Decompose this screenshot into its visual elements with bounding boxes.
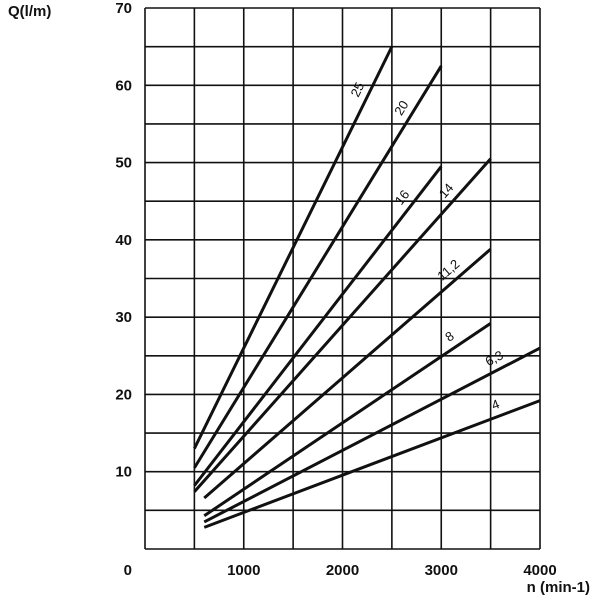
series-line (203, 399, 541, 529)
y-axis-label: Q(l/m) (8, 3, 51, 20)
series-line (203, 247, 492, 500)
x-tick-label: 2000 (326, 562, 359, 579)
series-label: 6,3 (483, 347, 506, 369)
y-tick-label: 70 (115, 0, 132, 17)
series-line (203, 322, 492, 518)
y-tick-label: 30 (115, 309, 132, 326)
series-label: 25 (347, 80, 367, 100)
x-tick-label: 4000 (523, 562, 556, 579)
series-label: 20 (391, 98, 411, 118)
series-label: 16 (392, 187, 413, 208)
series-line (203, 346, 541, 524)
series-line (193, 65, 443, 469)
x-tick-label: 3000 (425, 562, 458, 579)
series-label: 11,2 (434, 256, 462, 283)
y-tick-label: 20 (115, 386, 132, 403)
y-tick-label: 0 (124, 562, 132, 579)
y-tick-label: 60 (115, 77, 132, 94)
series-line (193, 45, 394, 450)
x-axis-label: n (min-1) (527, 579, 590, 596)
y-tick-label: 40 (115, 232, 132, 249)
x-tick-label: 1000 (227, 562, 260, 579)
y-tick-label: 10 (115, 464, 132, 481)
series-line (193, 157, 492, 493)
series-label: 14 (436, 180, 457, 201)
series-label: 8 (442, 328, 456, 344)
series-line (193, 165, 443, 487)
y-tick-label: 50 (115, 155, 132, 172)
